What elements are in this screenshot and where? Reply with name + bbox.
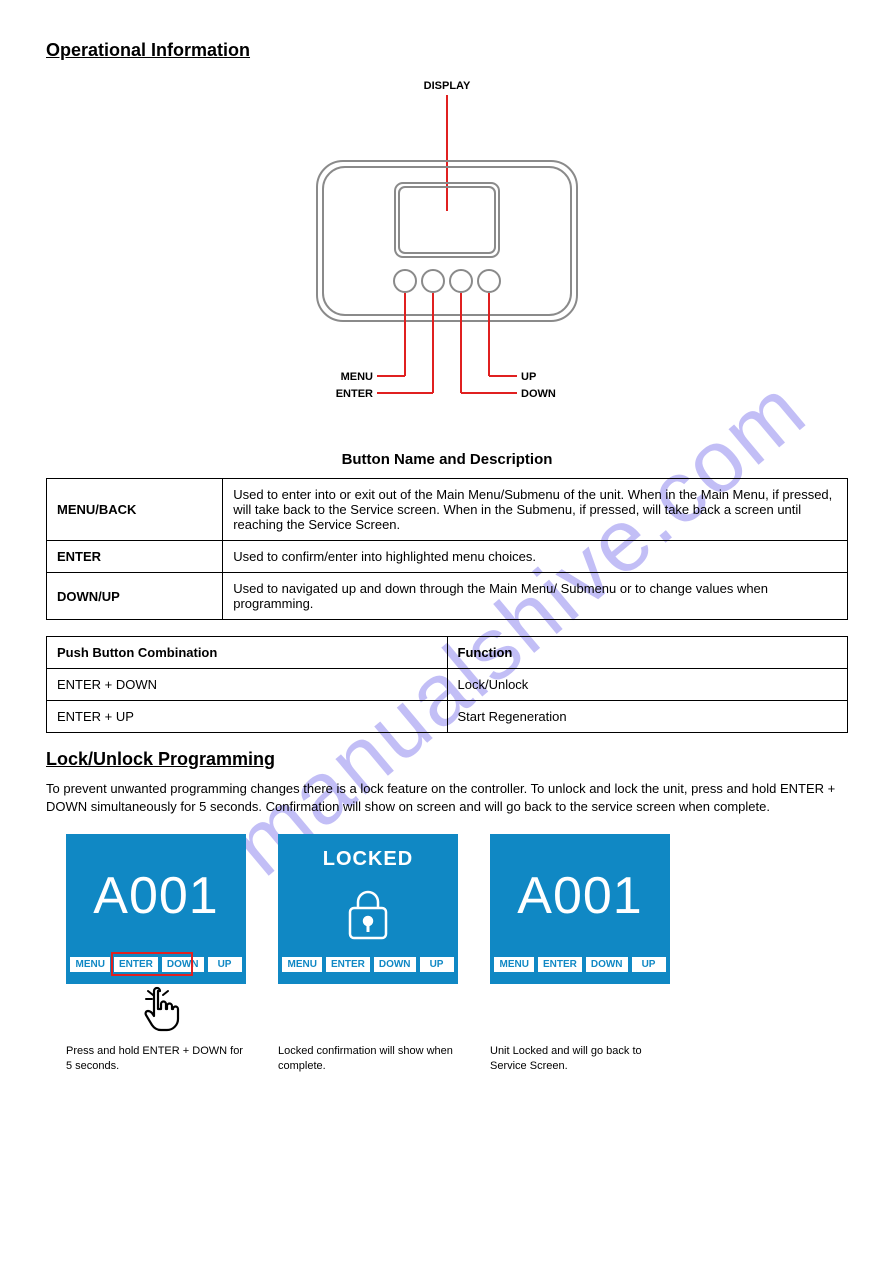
button-combination-table: Push Button Combination Function ENTER +…: [46, 636, 848, 733]
screen-2-buttons: MENU ENTER DOWN UP: [282, 957, 453, 972]
screen-1-buttons: MENU ENTER DOWN UP: [70, 957, 241, 972]
caption-3: Unit Locked and will go back to Service …: [490, 1044, 670, 1073]
screen-2-locked-label: LOCKED: [323, 848, 413, 871]
button-desc-heading: Button Name and Description: [46, 451, 848, 468]
diagram-label-enter: ENTER: [336, 388, 373, 400]
screen-1: A001 MENU ENTER DOWN UP: [66, 834, 246, 984]
diagram-label-up: UP: [521, 371, 536, 383]
button-desc-cell: Used to confirm/enter into highlighted m…: [223, 541, 848, 573]
combo-cell: ENTER + UP: [47, 701, 448, 733]
func-cell: Start Regeneration: [447, 701, 848, 733]
button-desc-cell: Used to navigated up and down through th…: [223, 573, 848, 620]
screen-btn-enter: ENTER: [326, 957, 370, 972]
button-leaders: [377, 293, 517, 393]
screen-btn-menu: MENU: [70, 957, 109, 972]
section-title-operational: Operational Information: [46, 40, 848, 61]
lock-paragraph: To prevent unwanted programming changes …: [46, 780, 848, 816]
column-header-combo: Push Button Combination: [47, 637, 448, 669]
screen-btn-up: UP: [632, 957, 666, 972]
caption-1: Press and hold ENTER + DOWN for 5 second…: [66, 1044, 246, 1073]
table-row: ENTER + DOWN Lock/Unlock: [47, 669, 848, 701]
screen-btn-enter: ENTER: [538, 957, 582, 972]
diagram-label-display: DISPLAY: [424, 80, 471, 92]
screen-btn-up: UP: [420, 957, 454, 972]
screen-btn-down: DOWN: [374, 957, 416, 972]
func-cell: Lock/Unlock: [447, 669, 848, 701]
table-header-row: Push Button Combination Function: [47, 637, 848, 669]
screen-1-main: A001: [93, 834, 218, 957]
screen-3-buttons: MENU ENTER DOWN UP: [494, 957, 665, 972]
table-row: MENU/BACK Used to enter into or exit out…: [47, 479, 848, 541]
button-desc-cell: Used to enter into or exit out of the Ma…: [223, 479, 848, 541]
caption-2: Locked confirmation will show when compl…: [278, 1044, 458, 1073]
combo-cell: ENTER + DOWN: [47, 669, 448, 701]
screen-btn-menu: MENU: [282, 957, 321, 972]
screen-btn-enter: ENTER: [114, 957, 158, 972]
table-row: ENTER + UP Start Regeneration: [47, 701, 848, 733]
screen-captions: Press and hold ENTER + DOWN for 5 second…: [66, 1044, 848, 1073]
diagram-label-down: DOWN: [521, 388, 556, 400]
button-name-cell: MENU/BACK: [47, 479, 223, 541]
button-description-table: MENU/BACK Used to enter into or exit out…: [46, 478, 848, 620]
screen-btn-down: DOWN: [162, 957, 204, 972]
button-name-cell: ENTER: [47, 541, 223, 573]
screen-2: LOCKED MENU ENTER DOWN UP: [278, 834, 458, 984]
hand-pointer-icon: [144, 985, 184, 1040]
screen-btn-up: UP: [208, 957, 242, 972]
screens-row: A001 MENU ENTER DOWN UP: [66, 834, 848, 984]
screen-3-main: A001: [517, 834, 642, 957]
diagram-label-menu: MENU: [341, 371, 373, 383]
section-title-lock: Lock/Unlock Programming: [46, 749, 848, 770]
screen-btn-menu: MENU: [494, 957, 533, 972]
table-row: DOWN/UP Used to navigated up and down th…: [47, 573, 848, 620]
screen-3: A001 MENU ENTER DOWN UP: [490, 834, 670, 984]
button-name-cell: DOWN/UP: [47, 573, 223, 620]
device-diagram: DISPLAY: [46, 71, 848, 431]
screen-btn-down: DOWN: [586, 957, 628, 972]
lock-icon: [340, 871, 396, 957]
column-header-func: Function: [447, 637, 848, 669]
table-row: ENTER Used to confirm/enter into highlig…: [47, 541, 848, 573]
